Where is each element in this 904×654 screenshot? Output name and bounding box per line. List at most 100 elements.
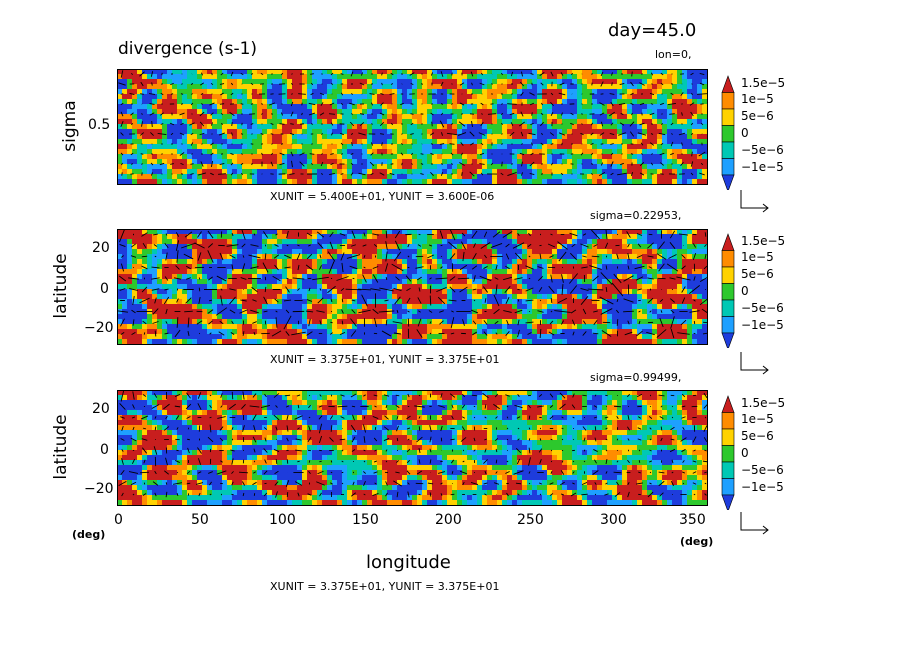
field-cell [597, 244, 603, 250]
wind-vector [250, 103, 254, 105]
field-cell [482, 284, 488, 290]
field-cell [567, 144, 573, 150]
field-cell [127, 104, 133, 110]
field-cell [202, 124, 208, 130]
field-cell [142, 94, 148, 100]
wind-vector [507, 103, 517, 105]
field-cell [572, 269, 578, 275]
field-cell [482, 259, 488, 265]
wind-vector [699, 172, 705, 176]
field-cell [402, 79, 408, 85]
field-cell [477, 134, 483, 140]
field-cell [477, 129, 483, 135]
field-cell [482, 79, 488, 85]
field-cell [487, 84, 493, 90]
field-cell [177, 129, 183, 135]
wind-vector [140, 81, 144, 87]
field-cell [377, 69, 383, 75]
field-cell [577, 244, 583, 250]
field-cell [502, 99, 508, 105]
field-cell [317, 89, 323, 95]
field-cell [502, 129, 508, 135]
field-cell [697, 89, 703, 95]
field-cell [567, 129, 573, 135]
field-cell [122, 229, 128, 235]
field-cell [192, 274, 198, 280]
field-cell [527, 124, 533, 130]
field-cell [377, 154, 383, 160]
field-cell [307, 144, 313, 150]
field-cell [347, 294, 353, 300]
field-cell [387, 294, 393, 300]
field-cell [427, 144, 433, 150]
field-cell [587, 154, 593, 160]
field-cell [492, 99, 498, 105]
field-cell [252, 109, 258, 115]
field-cell [622, 169, 628, 175]
field-cell [132, 259, 138, 265]
field-cell [432, 129, 438, 135]
field-cell [472, 139, 478, 145]
field-cell [682, 94, 688, 100]
field-cell [287, 244, 293, 250]
field-cell [137, 119, 143, 125]
field-cell [542, 234, 548, 240]
field-cell [622, 159, 628, 165]
field-cell [392, 79, 398, 85]
field-cell [667, 239, 673, 245]
field-cell [487, 104, 493, 110]
field-cell [417, 264, 423, 270]
field-cell [672, 124, 678, 130]
field-cell [252, 99, 258, 105]
field-cell [177, 149, 183, 155]
field-cell [457, 259, 463, 265]
field-cell [327, 119, 333, 125]
field-cell [457, 169, 463, 175]
field-cell [557, 154, 563, 160]
wind-vector [590, 132, 594, 136]
field-cell [337, 124, 343, 130]
field-cell [477, 89, 483, 95]
field-cell [407, 99, 413, 105]
field-cell [387, 104, 393, 110]
field-cell [627, 84, 633, 90]
field-cell [607, 254, 613, 260]
field-cell [452, 164, 458, 170]
field-cell [377, 289, 383, 295]
wind-vector [487, 113, 497, 115]
field-cell [667, 169, 673, 175]
field-cell [617, 84, 623, 90]
field-cell [242, 139, 248, 145]
field-cell [192, 124, 198, 130]
wind-vector [210, 82, 214, 86]
field-cell [517, 249, 523, 255]
field-cell [647, 259, 653, 265]
field-cell [592, 274, 598, 280]
field-cell [477, 69, 483, 75]
field-cell [472, 159, 478, 165]
wind-vector [370, 172, 374, 176]
field-cell [172, 279, 178, 285]
field-cell [562, 149, 568, 155]
field-cell [517, 119, 523, 125]
field-cell [432, 69, 438, 75]
field-cell [502, 149, 508, 155]
field-cell [242, 284, 248, 290]
field-cell [657, 179, 663, 185]
wind-vector [350, 172, 354, 176]
field-cell [302, 164, 308, 170]
field-cell [512, 134, 518, 140]
field-cell [377, 114, 383, 120]
field-cell [682, 254, 688, 260]
field-cell [352, 269, 358, 275]
field-cell [317, 244, 323, 250]
wind-vector [446, 132, 458, 136]
field-cell [317, 164, 323, 170]
field-cell [637, 284, 643, 290]
field-cell [557, 229, 563, 235]
field-cell [612, 114, 618, 120]
wind-vector [611, 72, 613, 76]
field-cell [602, 154, 608, 160]
field-cell [207, 249, 213, 255]
field-cell [272, 154, 278, 160]
